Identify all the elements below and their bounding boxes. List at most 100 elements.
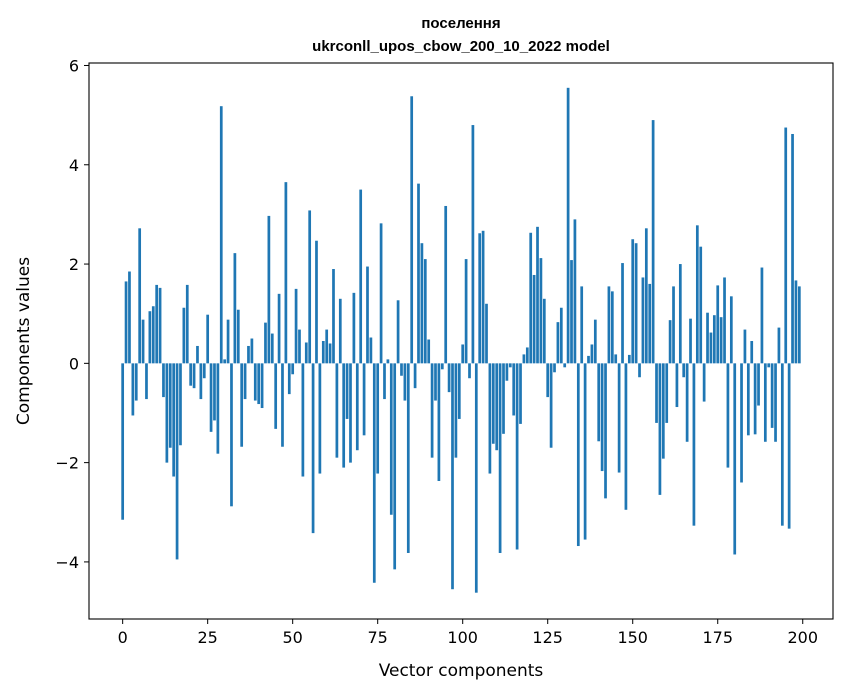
bar-73 <box>369 337 373 364</box>
bar-101 <box>464 259 468 364</box>
bar-177 <box>723 277 726 364</box>
bar-51 <box>294 288 298 364</box>
bar-92 <box>434 363 437 401</box>
bar-121 <box>532 274 536 364</box>
bar-39 <box>253 363 257 401</box>
bar-143 <box>607 286 611 364</box>
bar-12 <box>162 363 165 398</box>
bar-64 <box>338 298 342 364</box>
bar-68 <box>352 292 356 364</box>
bar-28 <box>216 363 220 454</box>
bar-136 <box>583 363 587 540</box>
bar-103 <box>471 125 475 364</box>
plot-frame <box>88 62 834 620</box>
bar-102 <box>468 363 471 379</box>
bar-18 <box>182 307 186 364</box>
bar-137 <box>587 355 590 364</box>
bar-66 <box>345 363 349 419</box>
bar-174 <box>712 315 716 364</box>
bar-114 <box>508 363 512 368</box>
bar-88 <box>420 243 424 364</box>
x-axis-label: Vector components <box>379 661 544 681</box>
bar-156 <box>651 120 655 364</box>
bar-116 <box>515 363 519 550</box>
bar-0 <box>121 363 125 520</box>
bar-62 <box>332 269 335 364</box>
bar-37 <box>247 345 250 364</box>
bar-32 <box>230 363 233 507</box>
bar-145 <box>614 354 618 364</box>
bar-151 <box>634 243 638 364</box>
bar-89 <box>423 259 427 364</box>
x-tick-label: 125 <box>532 628 563 647</box>
x-axis-ticks: 0 25 50 75 100 125 150 175 200 <box>118 619 818 647</box>
bar-178 <box>726 363 730 468</box>
bar-26 <box>209 363 213 432</box>
bar-44 <box>270 333 274 364</box>
bars-group <box>121 87 801 593</box>
bar-197 <box>791 133 794 364</box>
bar-199 <box>797 286 801 364</box>
bar-34 <box>236 309 240 364</box>
bar-85 <box>410 96 414 364</box>
y-tick-label: 6 <box>69 56 79 75</box>
bar-52 <box>298 329 301 364</box>
bar-166 <box>685 363 689 442</box>
x-tick-label: 175 <box>702 628 733 647</box>
y-tick-label: 2 <box>69 255 79 274</box>
bar-125 <box>546 363 550 398</box>
bar-148 <box>624 363 628 510</box>
bar-165 <box>682 363 686 378</box>
bar-15 <box>172 363 176 477</box>
bar-158 <box>658 363 662 495</box>
bar-29 <box>219 106 223 364</box>
bar-142 <box>604 363 607 499</box>
x-tick-label: 100 <box>447 628 478 647</box>
bar-82 <box>400 363 403 376</box>
bar-187 <box>757 363 760 406</box>
y-tick-label: 4 <box>69 156 79 175</box>
bar-131 <box>566 87 570 364</box>
bar-2 <box>128 271 131 364</box>
bar-195 <box>784 127 788 364</box>
bar-97 <box>451 363 454 590</box>
bar-159 <box>661 363 665 459</box>
x-tick-label: 25 <box>197 628 217 647</box>
bar-172 <box>706 312 709 364</box>
bar-25 <box>206 314 210 364</box>
bar-120 <box>529 232 533 364</box>
bar-185 <box>750 341 754 364</box>
bar-63 <box>335 363 339 458</box>
bar-77 <box>383 363 386 400</box>
bar-170 <box>699 246 703 364</box>
bar-4 <box>134 363 138 401</box>
bar-155 <box>648 283 652 364</box>
bar-126 <box>549 363 553 448</box>
bar-93 <box>437 363 441 481</box>
x-tick-label: 50 <box>283 628 303 647</box>
bar-108 <box>488 363 492 474</box>
bar-59 <box>321 341 325 364</box>
bar-48 <box>284 182 288 364</box>
bar-99 <box>457 363 461 419</box>
bar-75 <box>376 363 380 474</box>
chart-title: поселення <box>421 15 500 32</box>
bar-113 <box>505 363 509 381</box>
bar-11 <box>158 287 162 364</box>
bar-189 <box>763 363 767 442</box>
bar-10 <box>155 284 159 364</box>
bar-144 <box>610 291 614 364</box>
x-tick-label: 150 <box>617 628 648 647</box>
bar-138 <box>590 344 594 364</box>
bar-117 <box>519 363 522 424</box>
bar-130 <box>563 363 567 368</box>
bar-122 <box>536 226 539 364</box>
bar-167 <box>689 318 692 364</box>
bar-160 <box>665 363 669 423</box>
bar-152 <box>638 363 641 378</box>
bar-128 <box>556 322 560 364</box>
y-tick-label: −2 <box>55 454 79 473</box>
bar-20 <box>189 363 193 386</box>
